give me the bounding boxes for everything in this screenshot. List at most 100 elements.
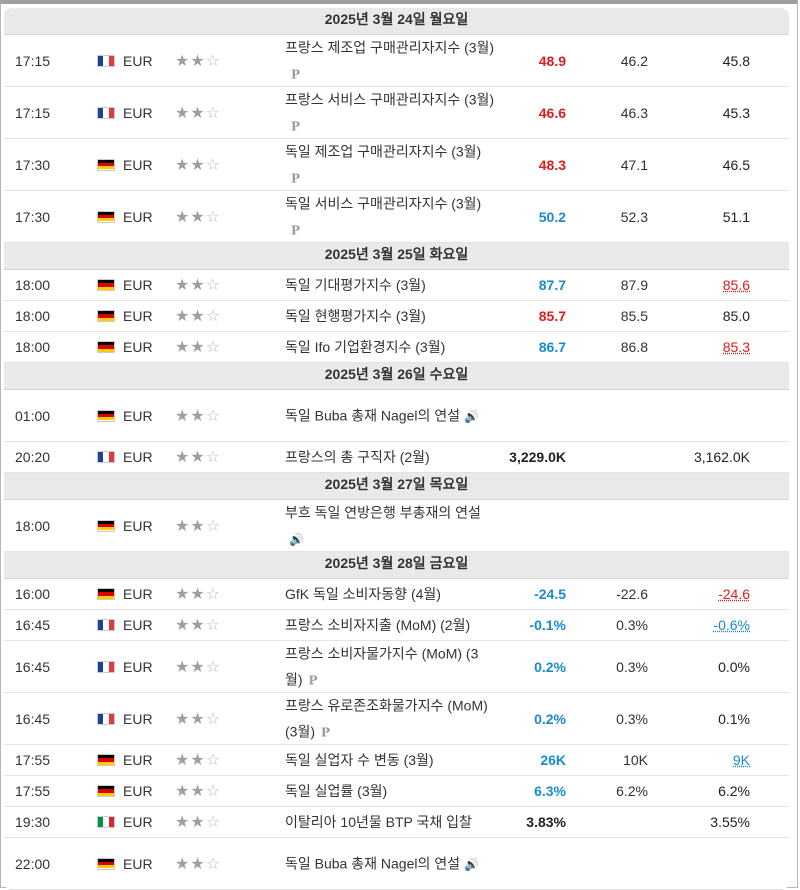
previous-value[interactable]: -0.6% — [713, 617, 750, 633]
event-row[interactable]: 20:20 EUR ★★☆ 프랑스의 총 구직자 (2월) 3,229.0K 3,162.… — [4, 442, 789, 473]
event-name: 독일 현행평가지수 (3월) — [285, 308, 426, 324]
star-icon: ★ — [175, 339, 191, 356]
speaker-icon: 🔊 — [464, 409, 479, 423]
event-name-link[interactable]: 이탈리아 10년물 BTP 국채 입찰 — [285, 809, 495, 835]
event-row[interactable]: 17:30 EUR ★★☆ 독일 제조업 구매관리자지수 (3월)P 48.3 47.1 4… — [4, 139, 789, 191]
event-name-link[interactable]: 프랑스 소비자물가지수 (MoM) (3월) P — [285, 640, 495, 693]
event-name-link[interactable]: 독일 서비스 구매관리자지수 (3월) P — [285, 190, 495, 243]
event-name-link[interactable]: 독일 제조업 구매관리자지수 (3월) P — [285, 138, 495, 191]
star-outline-icon: ☆ — [205, 855, 222, 873]
actual-value: 3.83% — [526, 814, 566, 830]
preliminary-icon: P — [321, 725, 331, 739]
flag-de-icon — [97, 341, 115, 353]
currency-code: EUR — [123, 517, 153, 534]
event-name: 독일 서비스 구매관리자지수 (3월) — [285, 195, 482, 211]
event-row[interactable]: 18:00 EUR ★★☆ 독일 Ifo 기업환경지수 (3월) 86.7 86.8 85.… — [4, 332, 789, 363]
star-outline-icon: ☆ — [205, 783, 222, 800]
event-row[interactable]: 16:45 EUR ★★☆ 프랑스 유로존조화물가지수 (MoM) (3월) P 0.2%… — [4, 693, 789, 745]
forecast-value: 46.3 — [620, 104, 648, 121]
event-time: 17:30 — [15, 208, 51, 225]
flag-de-icon — [97, 158, 115, 171]
event-row[interactable]: 18:00 EUR ★★☆ 부흐 독일 연방은행 부총재의 연설🔊 — [4, 500, 789, 552]
flag-it-icon — [97, 816, 115, 828]
star-icon: ★ — [175, 814, 191, 831]
actual-value: 0.2% — [534, 658, 566, 675]
event-name-link[interactable]: 프랑스 유로존조화물가지수 (MoM) (3월) P — [285, 692, 495, 745]
star-icon: ★ — [175, 752, 191, 769]
forecast-value: 85.5 — [620, 308, 648, 324]
importance-stars: ★★☆ — [175, 615, 221, 635]
event-name-link[interactable]: 독일 기대평가지수 (3월) — [285, 272, 495, 298]
currency-code: EUR — [123, 104, 153, 121]
currency-code: EUR — [123, 586, 153, 602]
preliminary-icon: P — [291, 223, 301, 237]
event-row[interactable]: 22:00 EUR ★★☆ 독일 Buba 총재 Nagel의 연설 🔊 — [4, 838, 789, 890]
flag-fr-icon — [97, 106, 115, 119]
star-icon: ★ — [175, 407, 191, 425]
event-row[interactable]: 17:55 EUR ★★☆ 독일 실업률 (3월) 6.3% 6.2% 6.2% — [4, 776, 789, 807]
star-icon: ★ — [190, 156, 206, 174]
event-row[interactable]: 17:30 EUR ★★☆ 독일 서비스 구매관리자지수 (3월)P 50.2 52.3 5… — [4, 191, 789, 243]
event-row[interactable]: 17:15 EUR ★★☆ 프랑스 제조업 구매관리자지수 (3월)P 48.9 46.2… — [4, 35, 789, 87]
actual-value: 85.7 — [538, 308, 566, 324]
event-time: 17:15 — [15, 104, 51, 121]
event-row[interactable]: 17:15 EUR ★★☆ 프랑스 서비스 구매관리자지수 (3월)P 46.6 46.3… — [4, 87, 789, 139]
event-row[interactable]: 16:45 EUR ★★☆ 프랑스 소비자지출 (MoM) (2월) -0.1% 0.3%… — [4, 610, 789, 641]
event-name-link[interactable]: 독일 Ifo 기업환경지수 (3월) — [285, 334, 495, 360]
star-icon: ★ — [190, 586, 206, 603]
currency-code: EUR — [123, 339, 153, 355]
previous-value[interactable]: 85.6 — [722, 277, 750, 293]
importance-stars: ★★☆ — [175, 103, 221, 123]
event-row[interactable]: 16:45 EUR ★★☆ 프랑스 소비자물가지수 (MoM) (3월) P 0.2% 0.… — [4, 641, 789, 693]
star-outline-icon: ☆ — [205, 52, 222, 70]
event-name-link[interactable]: 독일 실업자 수 변동 (3월) — [285, 747, 495, 773]
event-name-link[interactable]: 독일 실업률 (3월) — [285, 778, 495, 804]
currency-code: EUR — [123, 752, 153, 768]
star-icon: ★ — [190, 752, 206, 769]
event-name: 프랑스 소비자지출 (MoM) (2월) — [285, 617, 471, 633]
event-row[interactable]: 18:00 EUR ★★☆ 독일 기대평가지수 (3월) 87.7 87.9 85.6 — [4, 270, 789, 301]
event-time: 18:00 — [15, 277, 51, 293]
event-name-link[interactable]: 독일 Buba 총재 Nagel의 연설 🔊 — [285, 402, 495, 429]
day-header: 2025년 3월 26일 수요일 — [4, 363, 789, 390]
currency-code: EUR — [123, 855, 153, 872]
previous-value[interactable]: 85.3 — [722, 339, 750, 355]
event-row[interactable]: 19:30 EUR ★★☆ 이탈리아 10년물 BTP 국채 입찰 3.83% 3.55% — [4, 807, 789, 838]
star-icon: ★ — [175, 855, 191, 873]
event-row[interactable]: 16:00 EUR ★★☆ GfK 독일 소비자동향 (4월) -24.5 -22.6 -2… — [4, 579, 789, 610]
currency-code: EUR — [123, 277, 153, 293]
event-row[interactable]: 01:00 EUR ★★☆ 독일 Buba 총재 Nagel의 연설 🔊 — [4, 390, 789, 442]
event-name-link[interactable]: 독일 현행평가지수 (3월) — [285, 303, 495, 329]
previous-value[interactable]: -24.6 — [718, 586, 750, 602]
flag-de-icon — [97, 754, 115, 766]
event-name-link[interactable]: 부흐 독일 연방은행 부총재의 연설 🔊 — [285, 499, 495, 552]
previous-value[interactable]: 9K — [732, 752, 750, 768]
currency-code: EUR — [123, 814, 153, 830]
event-name-link[interactable]: 프랑스 소비자지출 (MoM) (2월) — [285, 612, 495, 638]
event-name: GfK 독일 소비자동향 (4월) — [285, 586, 441, 602]
actual-value: 26K — [540, 752, 566, 768]
event-name-link[interactable]: GfK 독일 소비자동향 (4월) — [285, 581, 495, 607]
star-outline-icon: ☆ — [205, 104, 222, 122]
event-row[interactable]: 18:00 EUR ★★☆ 독일 현행평가지수 (3월) 85.7 85.5 85.0 — [4, 301, 789, 332]
event-name: 독일 Buba 총재 Nagel의 연설 — [285, 407, 460, 423]
actual-value: 3,229.0K — [509, 449, 566, 465]
event-name-link[interactable]: 프랑스 제조업 구매관리자지수 (3월) P — [285, 34, 495, 87]
star-icon: ★ — [190, 449, 206, 466]
actual-value: 6.3% — [534, 783, 566, 799]
event-name-link[interactable]: 독일 Buba 총재 Nagel의 연설 🔊 — [285, 850, 495, 877]
flag-de-icon — [97, 409, 115, 422]
flag-de-icon — [97, 857, 115, 870]
event-row[interactable]: 17:55 EUR ★★☆ 독일 실업자 수 변동 (3월) 26K 10K 9K — [4, 745, 789, 776]
event-name-link[interactable]: 프랑스의 총 구직자 (2월) — [285, 444, 495, 470]
event-name-link[interactable]: 프랑스 서비스 구매관리자지수 (3월) P — [285, 86, 495, 139]
flag-de-icon — [97, 279, 115, 291]
importance-stars: ★★☆ — [175, 709, 221, 729]
day-header: 2025년 3월 24일 월요일 — [4, 8, 789, 35]
star-icon: ★ — [190, 710, 206, 728]
currency-code: EUR — [123, 208, 153, 225]
event-name: 프랑스 유로존조화물가지수 (MoM) (3월) — [285, 697, 488, 739]
forecast-value: 0.3% — [616, 710, 648, 727]
star-icon: ★ — [190, 407, 206, 425]
previous-value: 45.8 — [722, 52, 750, 69]
